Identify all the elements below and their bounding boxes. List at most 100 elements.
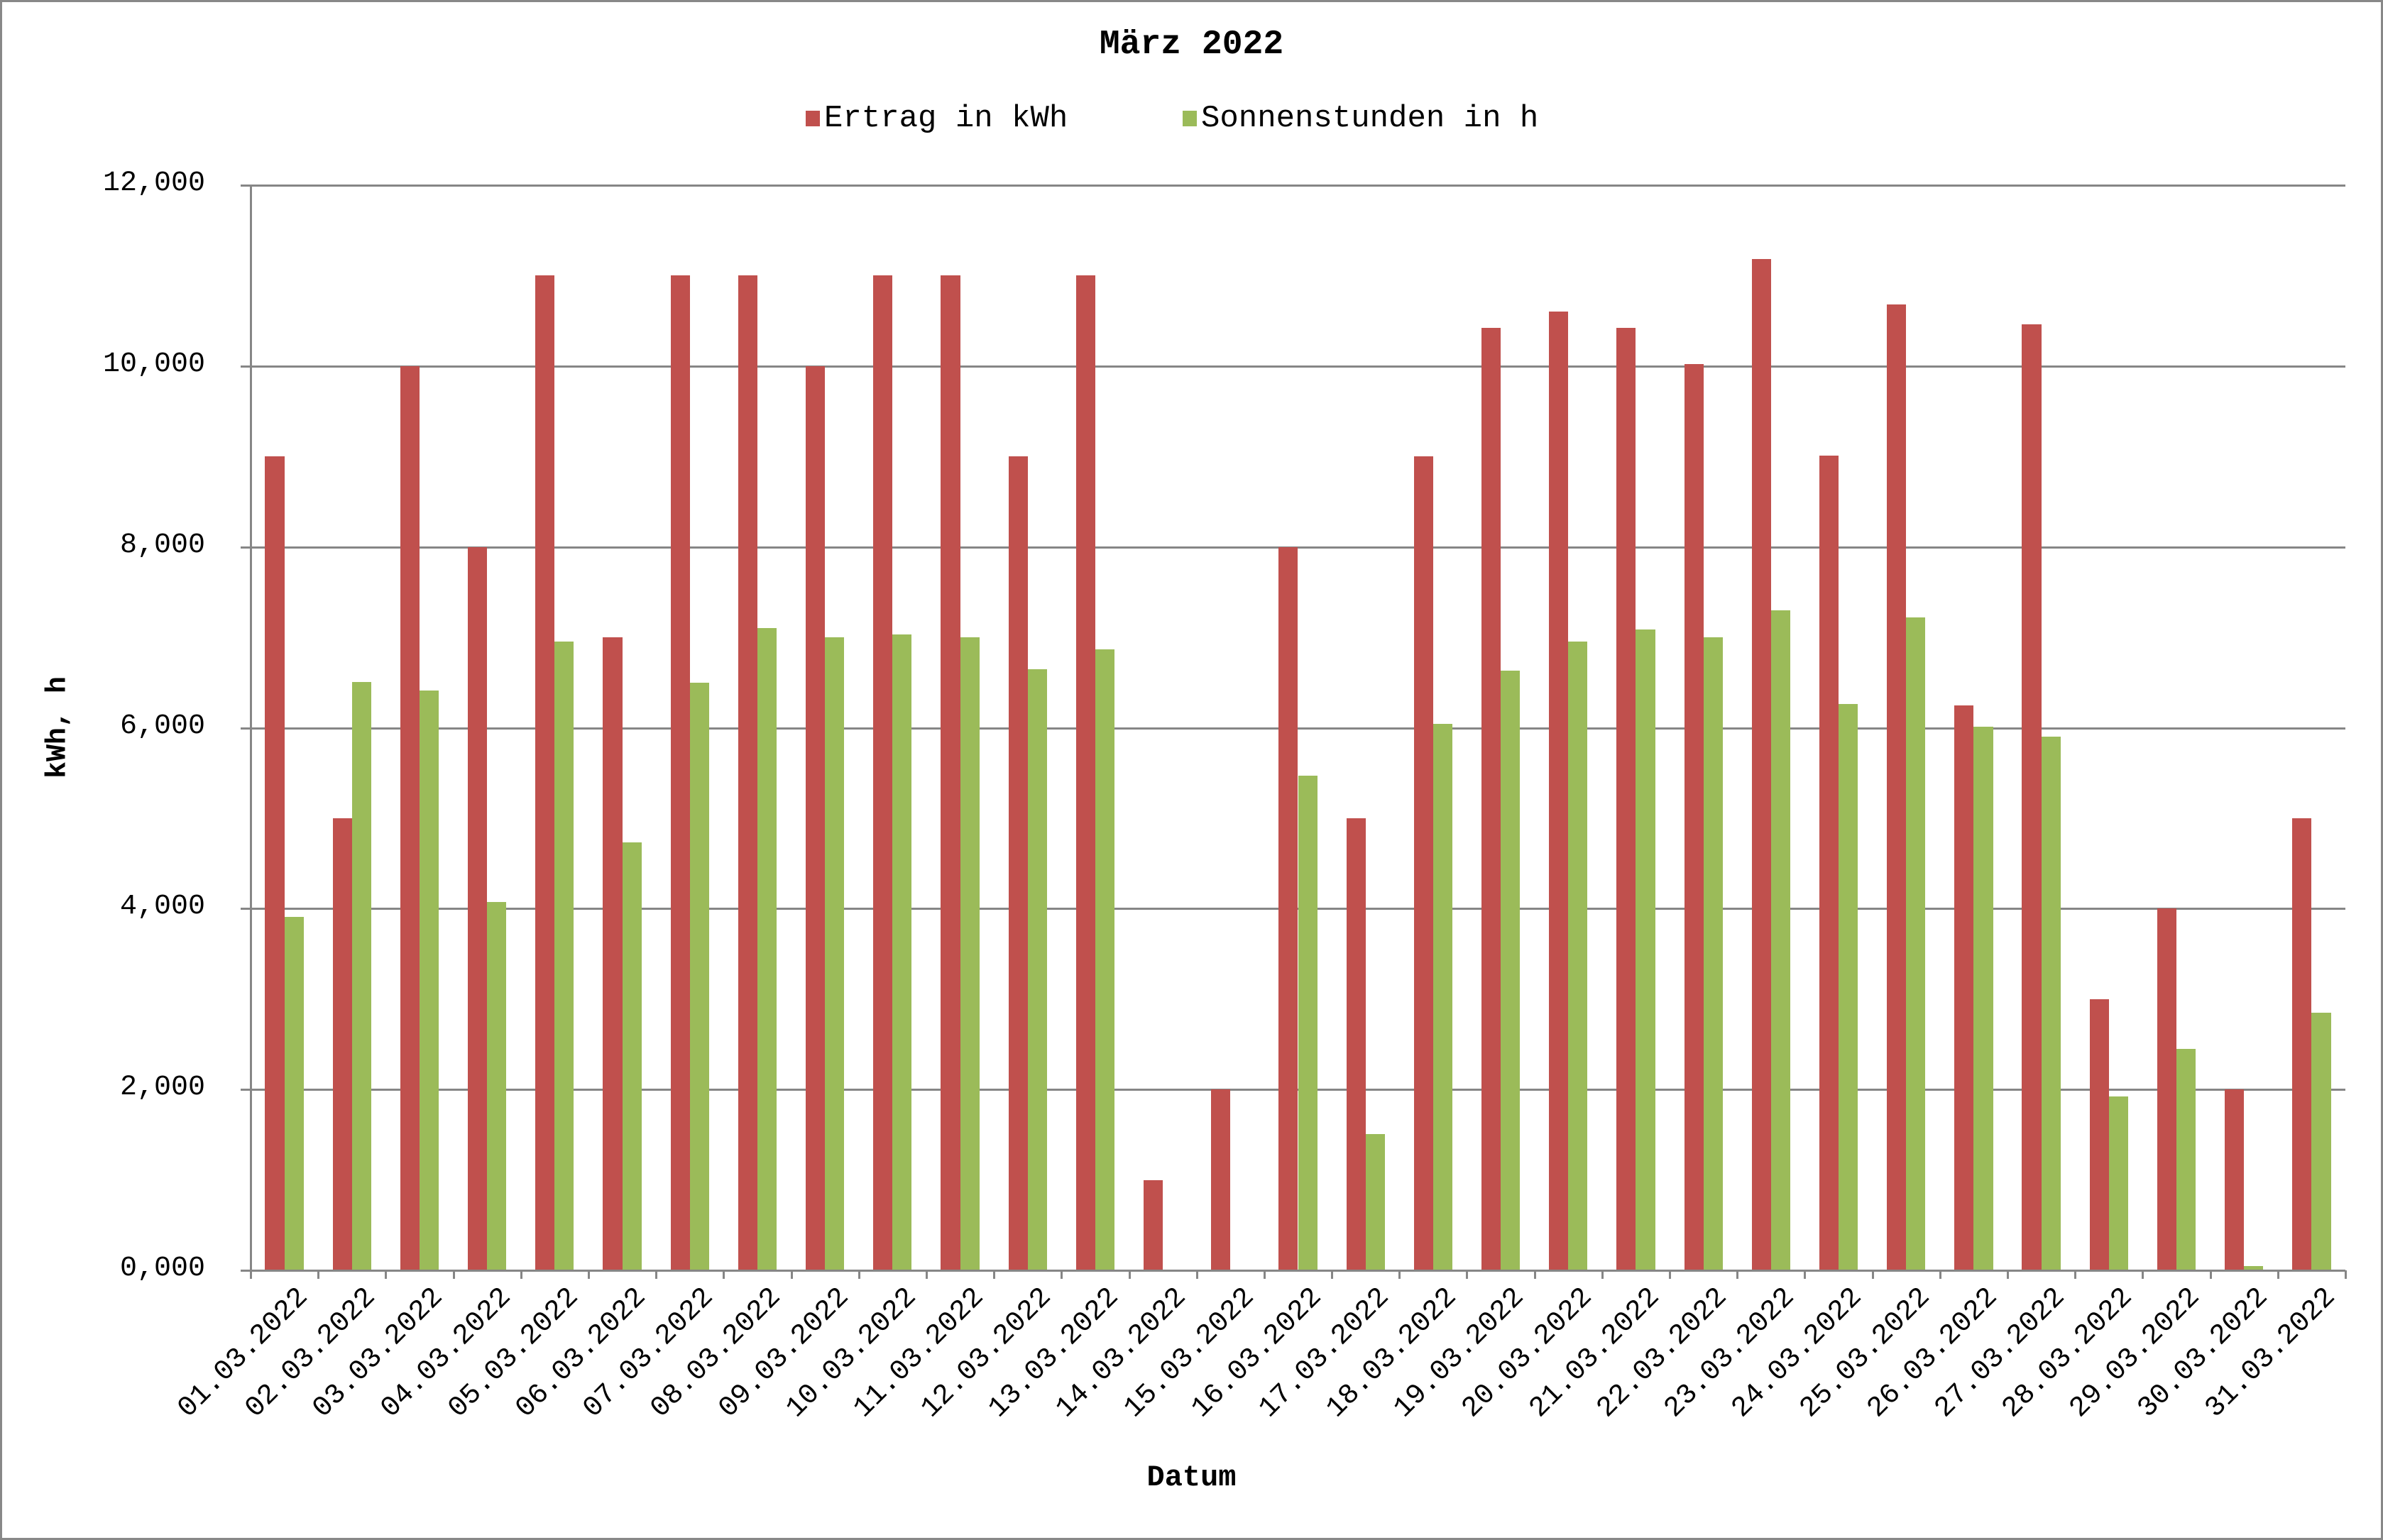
bar-ertrag[interactable] [1008, 456, 1028, 1270]
bar-sonnenstunden[interactable] [2041, 737, 2061, 1270]
y-tick [241, 1089, 251, 1091]
x-tick [925, 1270, 928, 1279]
x-tick [1466, 1270, 1469, 1279]
legend-swatch-ertrag [806, 111, 820, 126]
x-tick [2209, 1270, 2212, 1279]
bar-ertrag[interactable] [332, 818, 352, 1270]
bar-sonnenstunden[interactable] [1770, 610, 1790, 1270]
y-tick [241, 546, 251, 549]
x-tick [1128, 1270, 1131, 1279]
bar-ertrag[interactable] [1413, 456, 1433, 1270]
x-tick [993, 1270, 996, 1279]
gridline [251, 365, 2345, 368]
bar-ertrag[interactable] [1278, 546, 1298, 1270]
bar-ertrag[interactable] [1075, 275, 1095, 1270]
bar-sonnenstunden[interactable] [1703, 637, 1723, 1270]
x-tick [250, 1270, 252, 1279]
bar-ertrag[interactable] [873, 275, 893, 1270]
bar-ertrag[interactable] [2022, 324, 2042, 1270]
bar-ertrag[interactable] [941, 275, 960, 1270]
bar-ertrag[interactable] [1751, 259, 1771, 1270]
y-tick-label: 12,000 [102, 167, 205, 199]
plot-area: 01.03.2022 02.03.2022 03.03.2022 04.03.2022… [172, 185, 2347, 1425]
y-tick-label: 10,000 [102, 348, 205, 380]
bar-ertrag[interactable] [535, 275, 555, 1270]
x-tick [723, 1270, 725, 1279]
bar-ertrag[interactable] [1481, 328, 1501, 1270]
bar-sonnenstunden[interactable] [892, 634, 912, 1270]
bar-ertrag[interactable] [1143, 1179, 1163, 1270]
bar-ertrag[interactable] [2157, 908, 2176, 1270]
bar-ertrag[interactable] [2089, 999, 2109, 1270]
bar-sonnenstunden[interactable] [284, 916, 304, 1270]
bar-ertrag[interactable] [1211, 1089, 1231, 1270]
x-tick [2277, 1270, 2279, 1279]
bar-ertrag[interactable] [1684, 364, 1704, 1270]
bar-sonnenstunden[interactable] [2244, 1265, 2264, 1270]
x-tick [1061, 1270, 1063, 1279]
bar-sonnenstunden[interactable] [2108, 1096, 2128, 1270]
bar-ertrag[interactable] [1954, 705, 1974, 1270]
bar-sonnenstunden[interactable] [1568, 642, 1588, 1270]
bar-sonnenstunden[interactable] [757, 628, 777, 1270]
bar-ertrag[interactable] [1616, 328, 1636, 1270]
bar-sonnenstunden[interactable] [487, 902, 507, 1270]
bar-ertrag[interactable] [1819, 455, 1839, 1270]
bar-ertrag[interactable] [1887, 304, 1907, 1270]
chart-title: März 2022 [1099, 26, 1284, 64]
x-tick [655, 1270, 658, 1279]
legend-item-sonnenstunden[interactable]: Sonnenstunden in h [1183, 101, 1538, 136]
x-tick [1736, 1270, 1739, 1279]
bar-sonnenstunden[interactable] [1298, 776, 1318, 1270]
x-tick [1939, 1270, 1941, 1279]
bar-sonnenstunden[interactable] [1095, 649, 1115, 1270]
bar-sonnenstunden[interactable] [554, 642, 574, 1270]
bar-ertrag[interactable] [2225, 1089, 2245, 1270]
bar-sonnenstunden[interactable] [1365, 1133, 1385, 1270]
bar-sonnenstunden[interactable] [622, 842, 642, 1270]
bar-ertrag[interactable] [1549, 312, 1569, 1270]
bar-sonnenstunden[interactable] [689, 682, 709, 1270]
bar-ertrag[interactable] [738, 275, 757, 1270]
gridline [251, 727, 2345, 730]
bar-sonnenstunden[interactable] [1839, 704, 1858, 1270]
x-tick [790, 1270, 793, 1279]
x-tick [858, 1270, 860, 1279]
bar-sonnenstunden[interactable] [419, 691, 439, 1270]
bar-ertrag[interactable] [806, 365, 826, 1270]
bar-sonnenstunden[interactable] [1636, 629, 1655, 1270]
bar-ertrag[interactable] [603, 637, 623, 1270]
bar-sonnenstunden[interactable] [1973, 727, 1993, 1270]
legend-item-ertrag[interactable]: Ertrag in kWh [806, 101, 1068, 136]
x-tick [2345, 1270, 2347, 1279]
bar-ertrag[interactable] [400, 365, 420, 1270]
bar-sonnenstunden[interactable] [1027, 669, 1047, 1270]
y-tick-label: 6,000 [119, 710, 205, 742]
bar-sonnenstunden[interactable] [1501, 671, 1521, 1270]
x-tick [1871, 1270, 1874, 1279]
y-tick-label: 0,000 [119, 1253, 205, 1285]
y-tick-label: 4,000 [119, 891, 205, 923]
x-tick [1533, 1270, 1536, 1279]
y-tick-label: 2,000 [119, 1072, 205, 1104]
bar-ertrag[interactable] [1346, 818, 1366, 1270]
x-tick [2007, 1270, 2010, 1279]
x-tick [1398, 1270, 1401, 1279]
y-tick [241, 908, 251, 911]
bar-sonnenstunden[interactable] [1906, 617, 1926, 1270]
x-tick [1601, 1270, 1604, 1279]
bar-sonnenstunden[interactable] [2311, 1012, 2331, 1270]
bar-sonnenstunden[interactable] [1432, 724, 1452, 1270]
bar-ertrag[interactable] [670, 275, 690, 1270]
bar-ertrag[interactable] [468, 546, 488, 1270]
bar-sonnenstunden[interactable] [2176, 1048, 2196, 1270]
bar-sonnenstunden[interactable] [960, 637, 980, 1270]
x-tick [1331, 1270, 1334, 1279]
bar-ertrag[interactable] [265, 456, 285, 1270]
bar-sonnenstunden[interactable] [351, 681, 371, 1270]
bar-sonnenstunden[interactable] [825, 637, 845, 1270]
gridline [251, 185, 2345, 187]
bar-ertrag[interactable] [2292, 818, 2312, 1270]
y-tick [241, 365, 251, 368]
